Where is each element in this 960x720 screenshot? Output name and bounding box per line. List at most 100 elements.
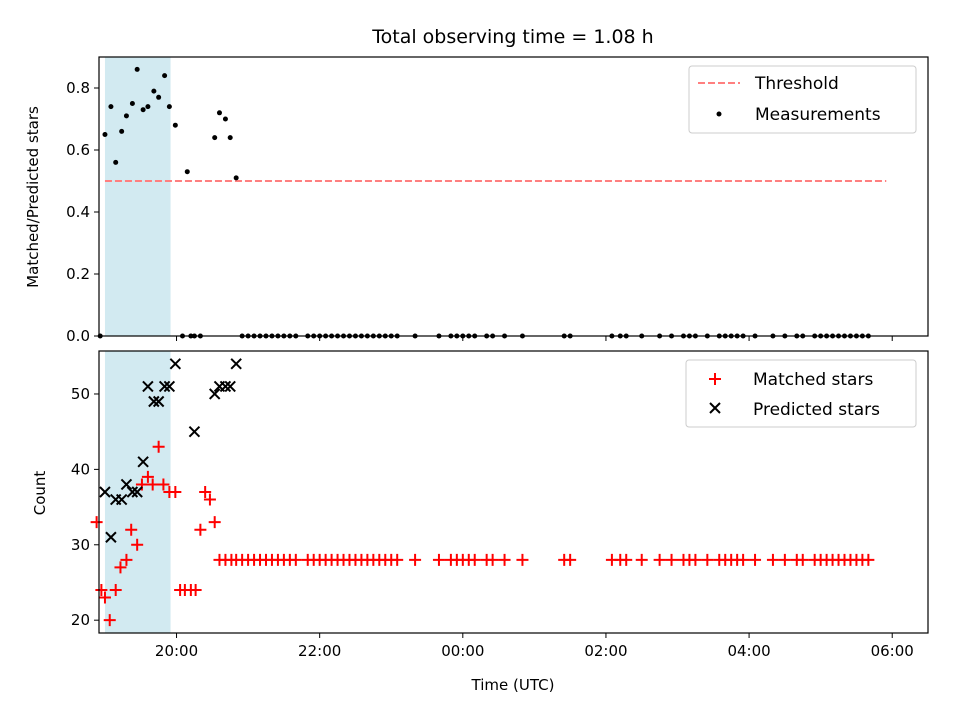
matched-star-point <box>737 553 750 566</box>
matched-star-point <box>125 523 138 536</box>
threshold-legend-label: Threshold <box>754 74 839 94</box>
predicted-star-point <box>152 395 165 408</box>
measurement-point <box>162 73 168 79</box>
matched-star-point <box>635 553 648 566</box>
count-axes: 20 30 40 50 20:00 22:00 00:00 02:00 04:00 06:00 <box>71 385 914 660</box>
ratio-panel: 0.00.20.40.60.8 Matched/Predicted stars … <box>24 56 929 345</box>
matched-star-point <box>391 553 404 566</box>
x-tick-label: 06:00 <box>871 642 914 660</box>
matched-star-point <box>689 553 702 566</box>
measurement-point <box>172 122 178 128</box>
matched-star-point <box>432 553 445 566</box>
predicted-star-point <box>208 388 221 400</box>
predicted-star-point <box>99 486 111 498</box>
observing-window-span <box>104 57 171 336</box>
matched-star-point <box>862 553 875 566</box>
predicted-star-point <box>169 358 182 370</box>
predicted-legend-label: Predicted stars <box>753 400 880 420</box>
count-axes-frame <box>98 350 929 634</box>
matched-star-point <box>516 553 529 566</box>
measurement-point <box>216 110 222 116</box>
x-tick-label: 22:00 <box>298 642 341 660</box>
predicted-star-point <box>126 486 139 498</box>
measurement-point <box>212 135 218 141</box>
count-y-axis-label: Count <box>31 471 49 516</box>
measurements-legend-label: Measurements <box>755 105 881 125</box>
matched-star-point <box>498 553 511 566</box>
predicted-star-point <box>224 380 236 393</box>
matched-star-point <box>208 516 221 529</box>
matched-star-point <box>653 553 666 566</box>
matched-star-point <box>114 561 127 574</box>
matched-star-point <box>109 584 122 597</box>
predicted-star-point <box>105 531 117 543</box>
matched-legend-swatch <box>709 373 721 385</box>
predicted-star-point <box>131 486 143 498</box>
measurement-point <box>184 169 190 175</box>
y-tick-label: 0.8 <box>66 79 90 97</box>
matched-star-point <box>199 486 212 498</box>
matched-star-point <box>409 553 422 566</box>
y-tick-label: 30 <box>71 536 90 554</box>
count-legend: Matched stars Predicted stars <box>685 359 917 428</box>
x-tick-label: 00:00 <box>441 642 484 660</box>
measurement-point <box>108 104 114 110</box>
measurement-point <box>140 107 146 113</box>
matched-star-point <box>766 553 779 566</box>
predicted-star-point <box>158 380 171 393</box>
y-tick-label: 50 <box>71 385 90 403</box>
matched-star-point <box>749 553 762 566</box>
matched-star-point <box>486 553 499 566</box>
matched-star-point <box>665 553 678 566</box>
matched-star-point <box>95 584 108 597</box>
matched-star-point <box>152 440 165 453</box>
measurement-point <box>233 175 239 181</box>
matched-star-point <box>796 553 809 566</box>
predicted-star-point <box>219 380 232 393</box>
matched-star-point <box>169 486 182 498</box>
ratio-axes: 0.0 0.2 0.4 0.6 0.8 <box>66 79 893 345</box>
matched-star-point <box>701 553 714 566</box>
count-marks <box>90 358 875 627</box>
predicted-star-point <box>148 395 160 408</box>
matched-star-point <box>289 553 302 566</box>
matched-star-point <box>103 614 116 627</box>
measurement-point <box>151 88 157 94</box>
predicted-legend-swatch <box>709 402 721 414</box>
chart-title: Total observing time = 1.08 h <box>371 26 653 48</box>
matched-star-point <box>189 584 202 597</box>
matched-legend-label: Matched stars <box>753 370 873 390</box>
ratio-y-axis-label: Matched/Predicted stars <box>24 106 42 288</box>
x-tick-label: 04:00 <box>727 642 770 660</box>
ratio-legend-box <box>688 65 917 134</box>
predicted-star-point <box>188 425 201 438</box>
matched-star-point <box>98 591 111 604</box>
x-tick-label: 20:00 <box>155 642 198 660</box>
matched-star-point <box>620 553 633 566</box>
matched-star-point <box>120 553 133 566</box>
predicted-star-point <box>163 380 176 393</box>
matched-star-point <box>157 478 170 491</box>
y-tick-label: 0.6 <box>66 141 90 159</box>
matched-star-point <box>203 493 216 506</box>
matched-star-point <box>146 478 159 491</box>
x-axis-label: Time (UTC) <box>471 676 555 694</box>
measurement-point <box>123 113 129 119</box>
count-panel: 20 30 40 50 20:00 22:00 00:00 02:00 04:00 06:00 C… <box>31 350 929 694</box>
y-tick-label: 0.4 <box>66 203 90 221</box>
y-tick-label: 0.2 <box>66 265 90 283</box>
measurements-legend-swatch <box>716 111 722 117</box>
y-tick-label: 20 <box>71 611 90 629</box>
count-legend-box <box>685 359 917 428</box>
measurement-point <box>166 104 172 110</box>
matched-star-point <box>564 553 577 566</box>
matched-star-point <box>468 553 481 566</box>
matched-star-point <box>141 470 154 483</box>
measurement-point <box>102 132 108 137</box>
measurement-point <box>222 116 228 122</box>
predicted-star-point <box>142 380 154 393</box>
measurement-point <box>156 94 162 100</box>
predicted-star-point <box>120 478 133 491</box>
measurement-point <box>227 135 233 141</box>
